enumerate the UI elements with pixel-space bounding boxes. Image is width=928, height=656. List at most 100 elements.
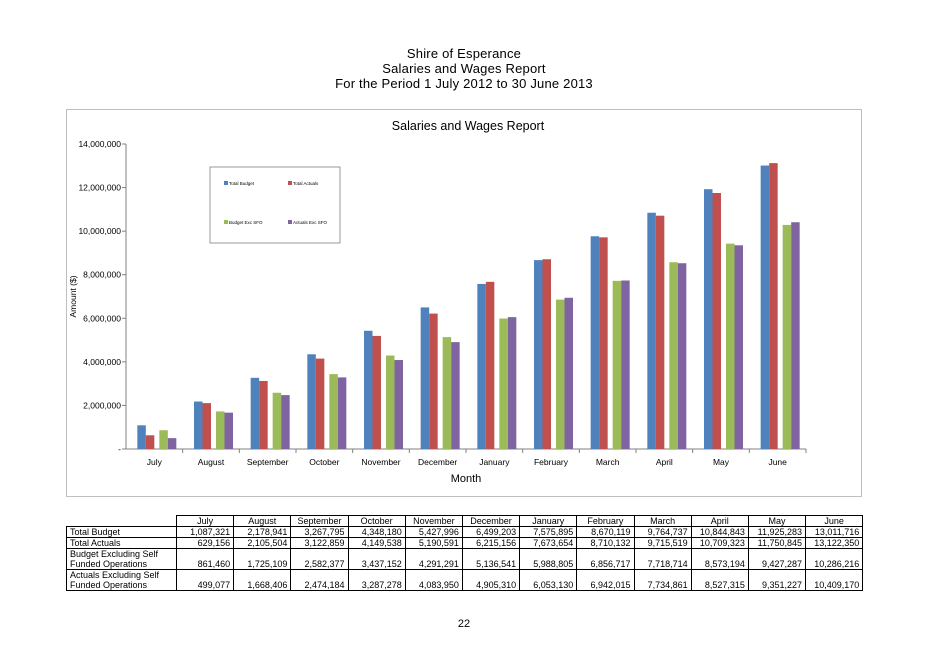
bar-budget-exc-sfo	[329, 374, 338, 449]
bar-total-budget	[364, 330, 373, 449]
table-cell	[805, 569, 864, 580]
table-cell: 7,575,895	[519, 526, 578, 538]
table-cell: 2,474,184	[290, 580, 349, 591]
table-row: Funded Operations 499,077 1,668,406 2,474,1…	[66, 580, 864, 591]
table-cell: 3,267,795	[290, 526, 349, 538]
legend-swatch	[288, 220, 292, 224]
table-cell	[576, 569, 635, 580]
y-tick-label: -	[118, 444, 121, 454]
bar-total-budget	[477, 283, 486, 449]
legend-label: Total Budget	[229, 181, 255, 186]
table-row: Budget Excluding Self	[66, 548, 864, 559]
bar-budget-exc-sfo	[782, 224, 792, 449]
bar-total-budget	[194, 401, 203, 449]
report-name: Salaries and Wages Report	[382, 61, 546, 76]
bar-actuals-exc-sfo	[734, 245, 743, 449]
bar-actuals-exc-sfo	[791, 222, 800, 449]
table-cell	[461, 548, 521, 559]
table-cell	[347, 548, 406, 559]
bar-actuals-exc-sfo	[564, 297, 573, 449]
table-cell: 11,750,845	[747, 537, 807, 549]
bar-total-budget	[420, 307, 430, 449]
y-tick-label: 6,000,000	[83, 313, 121, 323]
chart-legend	[209, 166, 341, 244]
bar-total-actuals	[315, 358, 325, 449]
x-tick-label: June	[768, 457, 787, 467]
table-cell: 2,178,941	[233, 526, 292, 538]
table-cell: 9,427,287	[747, 559, 807, 570]
bar-total-actuals	[145, 435, 155, 449]
table-column-header: December	[461, 515, 521, 527]
table-cell	[519, 569, 578, 580]
bar-actuals-exc-sfo	[224, 412, 233, 449]
bar-budget-exc-sfo	[499, 318, 508, 449]
table-cell	[461, 569, 521, 580]
table-cell: 8,670,119	[576, 526, 635, 538]
table-cell: 4,291,291	[404, 559, 463, 570]
y-tick-label: 12,000,000	[78, 183, 121, 193]
legend-swatch	[224, 220, 228, 224]
table-cell: 2,105,504	[233, 537, 292, 549]
table-row-label: Funded Operations	[66, 559, 177, 570]
x-tick-label: February	[534, 457, 569, 467]
bar-budget-exc-sfo	[386, 355, 395, 449]
x-tick-label: August	[198, 457, 225, 467]
table-cell	[290, 548, 349, 559]
table-cell: 7,718,714	[633, 559, 692, 570]
table-column-header: February	[576, 515, 635, 527]
table-cell: 3,437,152	[347, 559, 406, 570]
table-cell: 499,077	[175, 580, 235, 591]
bar-total-actuals	[599, 237, 608, 449]
table-cell: 4,083,950	[404, 580, 463, 591]
x-tick-label: March	[596, 457, 620, 467]
table-cell	[233, 548, 292, 559]
table-cell: 7,673,654	[519, 537, 578, 549]
table-column-header: September	[290, 515, 349, 527]
table-cell: 6,499,203	[461, 526, 521, 538]
bar-total-actuals	[712, 192, 721, 449]
bar-total-actuals	[769, 163, 778, 449]
table-cell: 8,527,315	[690, 580, 749, 591]
bar-budget-exc-sfo	[272, 392, 282, 449]
bar-total-actuals	[372, 335, 381, 449]
data-table: July August September October November Decemb…	[66, 515, 864, 591]
table-row-label: Budget Excluding Self	[66, 548, 177, 559]
table-cell	[404, 569, 463, 580]
bar-budget-exc-sfo	[612, 280, 622, 449]
bar-actuals-exc-sfo	[281, 395, 290, 449]
table-cell	[290, 569, 349, 580]
x-axis-label: Month	[451, 473, 482, 485]
x-tick-label: December	[418, 457, 457, 467]
x-tick-label: July	[147, 457, 163, 467]
legend-label: Actuals Exc SFO	[293, 220, 328, 225]
table-cell: 8,573,194	[690, 559, 749, 570]
table-cell: 13,122,350	[805, 537, 864, 549]
table-cell: 10,286,216	[805, 559, 864, 570]
table-row-label: Total Budget	[66, 526, 177, 538]
table-column-header: June	[805, 515, 864, 527]
legend-label: Total Actuals	[293, 181, 319, 186]
table-row-label: Total Actuals	[66, 537, 177, 549]
table-column-header: May	[747, 515, 807, 527]
bar-actuals-exc-sfo	[337, 377, 347, 449]
table-row-label: Actuals Excluding Self	[66, 569, 177, 580]
table-cell: 1,087,321	[175, 526, 235, 538]
bar-total-budget	[760, 165, 770, 450]
bar-total-budget	[534, 260, 543, 449]
table-cell: 8,710,132	[576, 537, 635, 549]
bar-actuals-exc-sfo	[167, 438, 177, 449]
report-header: Shire of Esperance Salaries and Wages Re…	[0, 46, 928, 91]
table-cell	[805, 548, 864, 559]
table-cell	[175, 569, 235, 580]
table-column-header: July	[175, 515, 235, 527]
table-cell	[519, 548, 578, 559]
table-cell	[633, 569, 692, 580]
table-cell: 9,764,737	[633, 526, 692, 538]
table-cell: 6,942,015	[576, 580, 635, 591]
y-axis-label: Amount ($)	[68, 275, 78, 317]
table-cell	[747, 548, 807, 559]
table-cell: 4,348,180	[347, 526, 406, 538]
table-column-header: March	[633, 515, 692, 527]
table-column-header: November	[404, 515, 463, 527]
table-cell: 9,715,519	[633, 537, 692, 549]
